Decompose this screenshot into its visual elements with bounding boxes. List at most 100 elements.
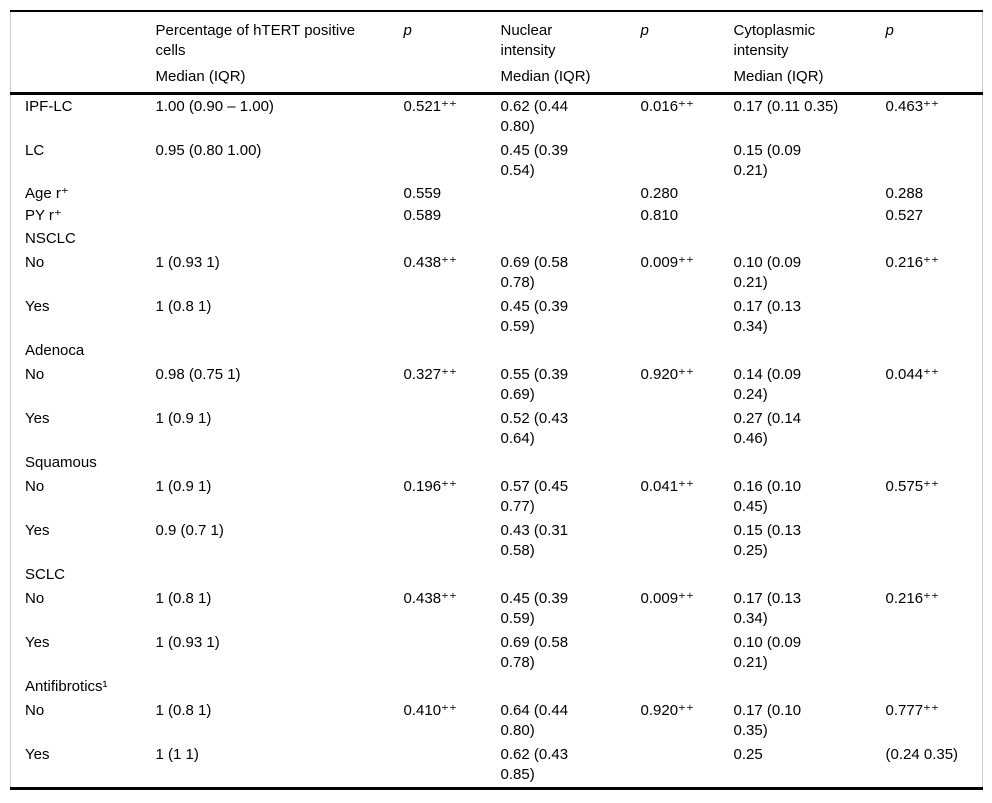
table-cell <box>156 339 404 363</box>
table-cell <box>404 743 501 789</box>
column-subtitle: Median (IQR) <box>500 68 591 85</box>
table-cell <box>641 675 734 699</box>
table-cell <box>156 183 404 205</box>
header-cell-p1: p <box>403 11 501 95</box>
table-cell: No <box>25 590 45 607</box>
header-cell-percentage: Percentage of hTERT positive cells Media… <box>155 11 404 95</box>
header-cell-p2: p <box>640 11 734 95</box>
table-cell <box>886 339 983 363</box>
table-cell <box>156 563 404 587</box>
table-cell: 1 (0.8 1) <box>155 702 212 719</box>
table-cell: 0.43 (0.31 0.58) <box>500 522 569 559</box>
table-cell: 0.463⁺⁺ <box>885 98 939 115</box>
table-cell <box>641 563 734 587</box>
table-cell <box>886 631 983 675</box>
table-cell: 0.777⁺⁺ <box>885 702 939 719</box>
table-cell <box>501 227 641 251</box>
table-cell: Yes <box>25 410 50 427</box>
table-cell: 0.55 (0.39 0.69) <box>500 366 569 403</box>
table-cell <box>641 631 734 675</box>
table-cell <box>886 295 983 339</box>
table-cell: NSCLC <box>25 230 76 247</box>
table-cell: 0.64 (0.44 0.80) <box>500 702 569 739</box>
table-cell <box>641 295 734 339</box>
table-row: Yes 0.9 (0.7 1) 0.43 (0.31 0.58) 0.15 (0.13… <box>11 519 983 563</box>
table-cell: 0.57 (0.45 0.77) <box>500 478 569 515</box>
table-cell: 0.559 <box>403 185 442 202</box>
column-title: Nuclear intensity <box>500 22 556 59</box>
table-cell <box>501 205 641 227</box>
header-cell-nuclear: Nuclear intensity Median (IQR) <box>500 11 641 95</box>
table-cell <box>886 675 983 699</box>
header-cell-rowlabel <box>10 11 156 95</box>
table-cell <box>404 451 501 475</box>
section-row: Adenoca <box>11 339 983 363</box>
table-cell <box>156 675 404 699</box>
table-cell: 0.521⁺⁺ <box>403 98 457 115</box>
table-cell <box>641 519 734 563</box>
table-cell <box>641 743 734 789</box>
table-row: IPF-LC 1.00 (0.90 – 1.00) 0.521⁺⁺ 0.62 (0.4… <box>11 94 983 140</box>
table-cell <box>641 227 734 251</box>
table-cell: 0.10 (0.09 0.21) <box>733 254 802 291</box>
table-cell: 1 (0.9 1) <box>155 478 212 495</box>
table-cell <box>501 563 641 587</box>
table-cell: 0.17 (0.13 0.34) <box>733 298 802 335</box>
table-row: LC 0.95 (0.80 1.00) 0.45 (0.39 0.54) 0.15 (… <box>11 139 983 183</box>
table-cell: 0.044⁺⁺ <box>885 366 939 383</box>
column-title: p <box>403 22 412 39</box>
table-cell: No <box>25 702 45 719</box>
table-cell <box>886 519 983 563</box>
table-row: Yes 1 (1 1) 0.62 (0.43 0.85) 0.25 (0.24 0.35… <box>11 743 983 789</box>
table-cell <box>404 675 501 699</box>
table-cell <box>156 451 404 475</box>
table-cell: 0.280 <box>640 185 679 202</box>
table-header: Percentage of hTERT positive cells Media… <box>10 11 983 95</box>
table-cell: 0.69 (0.58 0.78) <box>500 634 569 671</box>
table-cell <box>734 183 886 205</box>
table-cell: 0.10 (0.09 0.21) <box>733 634 802 671</box>
table-cell <box>734 451 886 475</box>
table-row: Yes 1 (0.9 1) 0.52 (0.43 0.64) 0.27 (0.14 0… <box>11 407 983 451</box>
table-cell <box>886 407 983 451</box>
table-cell <box>734 563 886 587</box>
table-cell <box>501 451 641 475</box>
table-cell: 0.69 (0.58 0.78) <box>500 254 569 291</box>
table-cell: 1 (0.93 1) <box>155 254 220 271</box>
table-cell <box>501 183 641 205</box>
table-cell: 1 (0.8 1) <box>155 590 212 607</box>
table-cell: 0.15 (0.13 0.25) <box>733 522 802 559</box>
table-cell: 0.45 (0.39 0.59) <box>500 298 569 335</box>
table-cell: 0.527 <box>885 207 924 224</box>
table-row: PY r⁺ 0.589 0.810 0.527 <box>11 205 983 227</box>
table-cell <box>734 339 886 363</box>
table-cell: 0.17 (0.11 0.35) <box>733 98 839 115</box>
table-row: Yes 1 (0.8 1) 0.45 (0.39 0.59) 0.17 (0.13 0… <box>11 295 983 339</box>
table-cell: 0.52 (0.43 0.64) <box>500 410 569 447</box>
table-cell <box>404 519 501 563</box>
table-cell: Age r⁺ <box>25 185 69 202</box>
table-cell <box>886 227 983 251</box>
table-cell: 0.45 (0.39 0.59) <box>500 590 569 627</box>
table-cell: Yes <box>25 298 50 315</box>
table-cell: (0.24 0.35) <box>885 746 959 763</box>
table-cell: 0.196⁺⁺ <box>403 478 457 495</box>
table-cell <box>734 205 886 227</box>
table-cell: Antifibrotics¹ <box>25 678 108 695</box>
table-cell: 0.17 (0.13 0.34) <box>733 590 802 627</box>
table-cell <box>404 631 501 675</box>
table-row: No 1 (0.8 1) 0.438⁺⁺ 0.45 (0.39 0.59) 0.009⁺… <box>11 587 983 631</box>
table-cell <box>404 227 501 251</box>
table-cell: 0.95 (0.80 1.00) <box>155 142 262 159</box>
table-cell: 0.438⁺⁺ <box>403 590 457 607</box>
table-cell: LC <box>25 142 45 159</box>
column-title: p <box>640 22 649 39</box>
table-cell: 0.410⁺⁺ <box>403 702 457 719</box>
table-cell <box>156 205 404 227</box>
table-row: Yes 1 (0.93 1) 0.69 (0.58 0.78) 0.10 (0.09 … <box>11 631 983 675</box>
table-row: No 1 (0.93 1) 0.438⁺⁺ 0.69 (0.58 0.78) 0.009… <box>11 251 983 295</box>
table-cell: No <box>25 478 45 495</box>
header-row: Percentage of hTERT positive cells Media… <box>10 11 983 95</box>
table-cell: 0.009⁺⁺ <box>640 590 694 607</box>
